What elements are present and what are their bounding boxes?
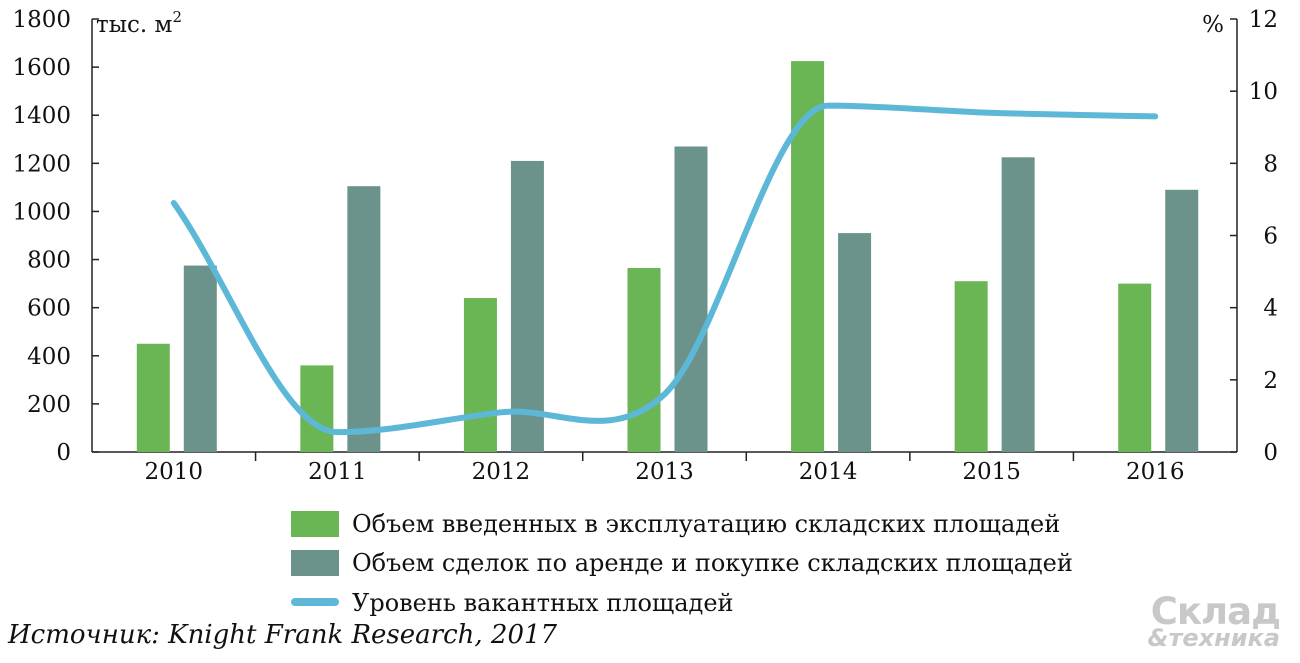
- bar-deals: [838, 233, 872, 452]
- bar-deals: [347, 186, 381, 453]
- right-tick-label: 12: [1249, 7, 1278, 33]
- vacancy-line: [170, 102, 1159, 436]
- left-tick-label: 800: [27, 248, 71, 274]
- left-tick-label: 600: [27, 296, 71, 322]
- bar-deals: [674, 146, 708, 452]
- logo: Склад &техника: [1080, 590, 1281, 656]
- legend-label-commissioned: Объем введенных в эксплуатацию складских…: [352, 510, 1060, 538]
- bar-deals: [510, 160, 544, 452]
- bar-deals: [1165, 189, 1199, 453]
- bar-deals: [183, 265, 217, 452]
- right-tick-label: 10: [1249, 79, 1278, 105]
- right-tick-label: 4: [1263, 296, 1278, 322]
- axes: [91, 18, 1238, 461]
- bar-deals: [1001, 157, 1035, 452]
- left-tick-label: 1200: [12, 151, 71, 177]
- bar-commissioned: [1118, 283, 1152, 452]
- source-note: Источник: Knight Frank Research, 2017: [8, 620, 558, 650]
- right-tick-label: 2: [1263, 368, 1278, 394]
- logo-main-text: Склад: [1150, 590, 1281, 633]
- tick-labels: 0 200 400 600 800 1000 1200 1400 1600 1800 0 2 4 6 8 10…: [12, 7, 1278, 485]
- left-tick-label: 200: [27, 392, 71, 418]
- legend: Объем введенных в эксплуатацию складских…: [291, 510, 1073, 617]
- left-tick-label: 400: [27, 344, 71, 370]
- x-tick-label: 2013: [635, 459, 694, 485]
- left-tick-label: 1600: [12, 55, 71, 81]
- left-tick-label: 0: [56, 440, 71, 466]
- right-tick-label: 8: [1263, 151, 1278, 177]
- left-tick-label: 1800: [12, 7, 71, 33]
- left-tick-label: 1400: [12, 103, 71, 129]
- legend-swatch-deals: [291, 550, 339, 576]
- legend-swatch-commissioned: [291, 511, 339, 537]
- left-axis-unit: тыс. м2: [96, 8, 182, 38]
- legend-label-deals: Объем сделок по аренде и покупке складск…: [352, 549, 1073, 577]
- x-tick-label: 2014: [799, 459, 858, 485]
- bar-commissioned: [300, 365, 334, 452]
- right-axis-unit: %: [1202, 12, 1224, 38]
- logo-sub-text: &техника: [1147, 624, 1280, 652]
- x-tick-label: 2016: [1126, 459, 1185, 485]
- legend-label-vacancy: Уровень вакантных площадей: [352, 589, 734, 617]
- x-tick-label: 2012: [472, 459, 531, 485]
- right-tick-label: 0: [1263, 440, 1278, 466]
- x-tick-label: 2010: [145, 459, 204, 485]
- bar-commissioned: [136, 343, 170, 452]
- x-tick-label: 2011: [308, 459, 367, 485]
- legend-swatch-vacancy: [291, 598, 339, 606]
- right-tick-label: 6: [1263, 224, 1278, 250]
- bar-commissioned: [627, 267, 661, 452]
- bar-commissioned: [463, 298, 497, 452]
- bar-commissioned: [954, 281, 988, 452]
- x-tick-label: 2015: [962, 459, 1021, 485]
- bars: [136, 61, 1199, 453]
- left-tick-label: 1000: [12, 199, 71, 225]
- vacancy-line-path: [170, 102, 1159, 436]
